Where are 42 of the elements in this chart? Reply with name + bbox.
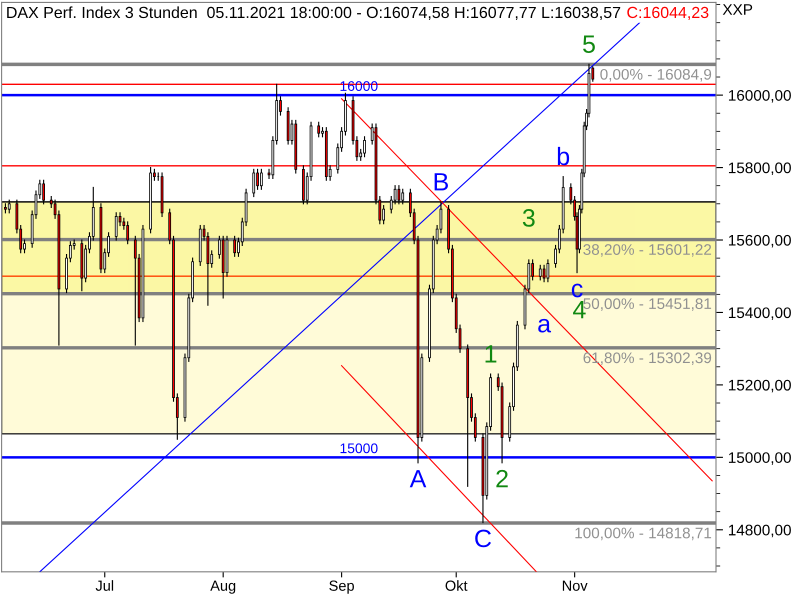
candlestick bbox=[114, 212, 118, 241]
chart-title: DAX Perf. Index 3 Stunden 05.11.2021 18:00:00 - O:16074,58 H:16077,77 L:16038,57 bbox=[7, 6, 620, 20]
x-tick-label: Okt bbox=[446, 580, 468, 591]
candlestick bbox=[233, 236, 236, 257]
candlestick bbox=[317, 122, 320, 138]
x-tick-label: Nov bbox=[562, 580, 588, 591]
y-tick-label: 15600,00 bbox=[728, 234, 791, 248]
candlestick bbox=[546, 259, 550, 282]
text: XXP bbox=[722, 4, 752, 15]
annotation: 3 bbox=[522, 209, 535, 227]
annotation: 4 bbox=[573, 301, 586, 318]
annotation: 50,00% - 15451,81 bbox=[583, 298, 712, 311]
chart-subtitle: C:16044,23 bbox=[627, 6, 708, 20]
annotation: A bbox=[410, 470, 426, 488]
y-tick-label: 15400,00 bbox=[728, 307, 791, 320]
annotation: B bbox=[434, 173, 448, 190]
annotation: 0,00% - 16084,9 bbox=[600, 68, 712, 82]
candlestick bbox=[538, 264, 542, 280]
y-tick-label: 14800,00 bbox=[728, 524, 791, 538]
x-tick-label: Aug bbox=[210, 580, 236, 594]
y-tick-label: 15000,00 bbox=[728, 452, 791, 465]
candlestick bbox=[252, 168, 256, 198]
candlestick bbox=[256, 168, 259, 190]
y-tick-label: 16000,00 bbox=[728, 90, 791, 103]
candlestick bbox=[542, 264, 546, 282]
annotation: a bbox=[538, 318, 552, 333]
ref-line-label: 15000 bbox=[340, 443, 378, 454]
annotation: 5 bbox=[583, 36, 595, 53]
annotation: 38,20% - 15601,22 bbox=[583, 244, 712, 257]
y-tick-label: 15200,00 bbox=[728, 380, 791, 392]
candlestick bbox=[260, 168, 263, 190]
annotation: C bbox=[475, 530, 492, 548]
annotation: 100,00% - 14818,71 bbox=[575, 528, 712, 540]
annotation: b bbox=[558, 146, 570, 166]
y-tick-label: 15800,00 bbox=[728, 162, 791, 176]
annotation: c bbox=[572, 284, 583, 298]
annotation: 1 bbox=[486, 345, 496, 362]
x-tick-label: Sep bbox=[329, 580, 354, 594]
candlestick bbox=[126, 221, 130, 244]
candlestick bbox=[363, 136, 366, 158]
x-tick-label: Jul bbox=[96, 580, 114, 591]
annotation: 2 bbox=[496, 470, 508, 488]
